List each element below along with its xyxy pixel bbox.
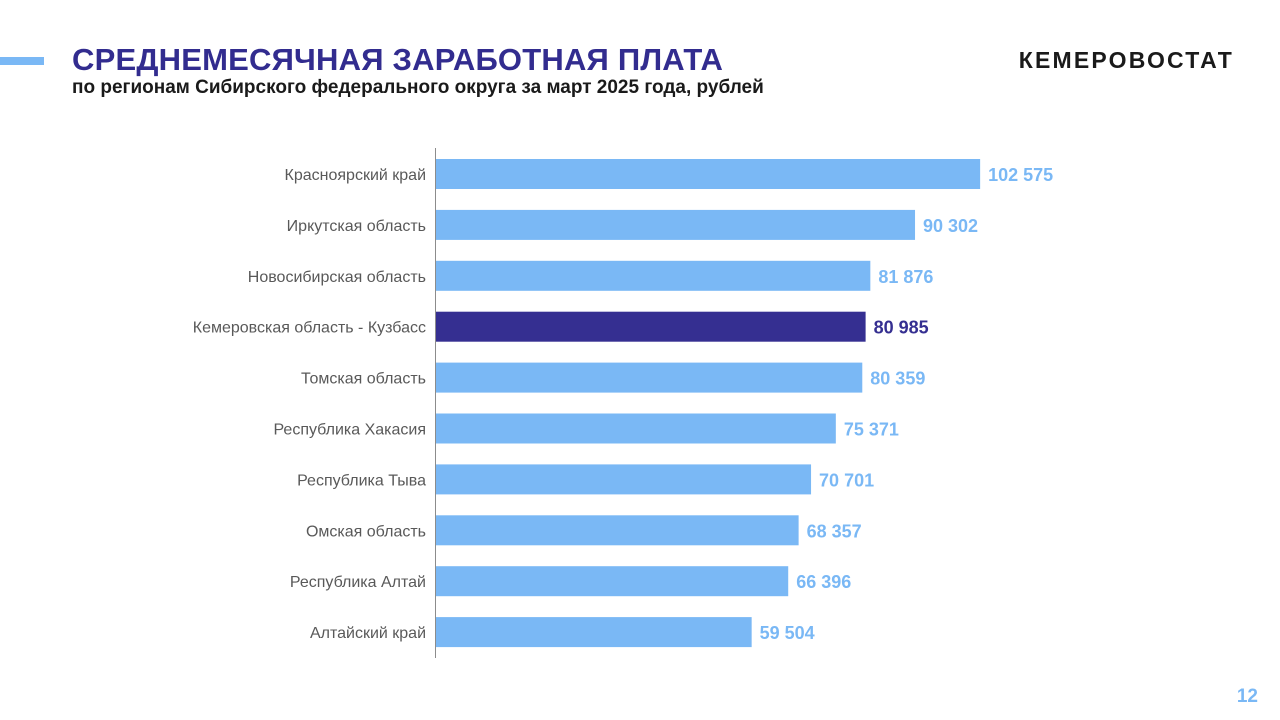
bar	[436, 515, 799, 546]
value-label: 80 359	[870, 369, 925, 389]
bar	[436, 464, 812, 495]
value-label: 59 504	[760, 623, 815, 643]
brand-logo-text: КЕМЕРОВОСТАТ	[1018, 47, 1234, 73]
value-label: 68 357	[807, 521, 862, 541]
category-label: Омская область	[306, 523, 426, 540]
category-label: Кемеровская область - Кузбасс	[193, 320, 426, 337]
value-label: 102 575	[988, 165, 1053, 185]
value-label: 81 876	[878, 267, 933, 287]
bar	[436, 260, 871, 291]
category-label: Республика Алтай	[290, 574, 426, 591]
category-label: Иркутская область	[287, 218, 426, 235]
bar	[436, 362, 863, 393]
bar	[436, 413, 836, 444]
value-label: 70 701	[819, 470, 874, 490]
category-label: Красноярский край	[285, 167, 426, 184]
value-label: 90 302	[923, 216, 978, 236]
category-label: Томская область	[301, 371, 426, 388]
bar	[436, 209, 916, 240]
page-number: 12	[1236, 686, 1258, 707]
page-title: СРЕДНЕМЕСЯЧНАЯ ЗАРАБОТНАЯ ПЛАТА	[72, 42, 724, 77]
bar	[436, 159, 981, 189]
bar-highlight	[436, 311, 866, 342]
category-label: Алтайский край	[310, 625, 426, 642]
bar	[436, 566, 789, 597]
accent-bar	[0, 57, 44, 65]
value-label: 75 371	[844, 420, 899, 440]
bars-group: Красноярский край 102 575 Иркутская област…	[193, 159, 1053, 648]
page-subtitle: по регионам Сибирского федерального окру…	[72, 77, 764, 98]
category-label: Республика Тыва	[297, 472, 426, 489]
value-label: 66 396	[796, 572, 851, 592]
category-label: Республика Хакасия	[273, 422, 426, 439]
category-label: Новосибирская область	[248, 269, 426, 286]
bar	[436, 617, 752, 648]
value-label: 80 985	[874, 318, 929, 338]
